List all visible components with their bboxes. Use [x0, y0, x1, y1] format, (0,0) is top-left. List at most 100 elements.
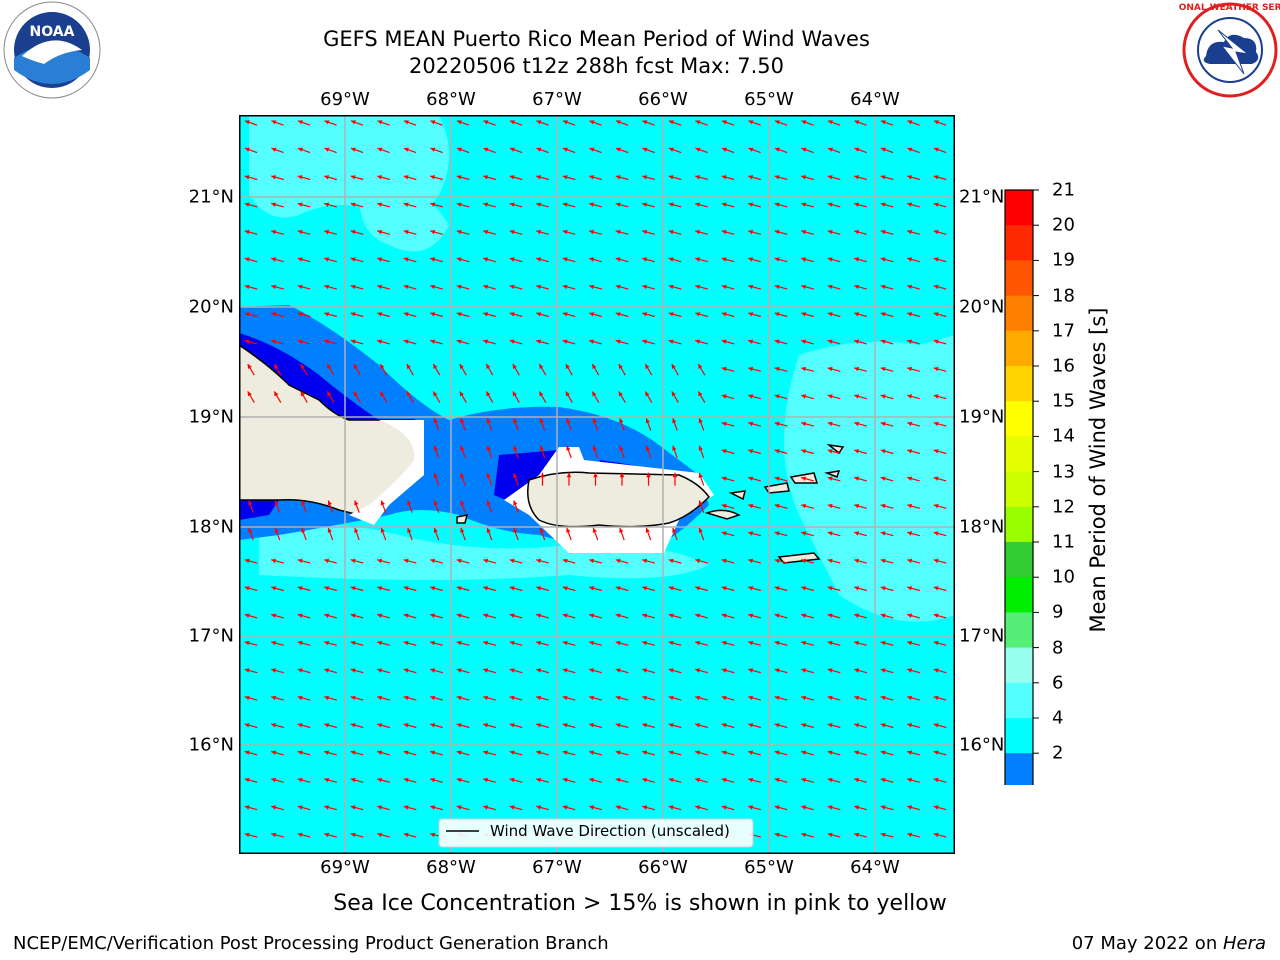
wave-arrow-head [377, 640, 383, 646]
wave-arrow-head [562, 723, 568, 728]
wave-arrow-head [271, 668, 277, 673]
wave-arrow-head [406, 364, 411, 369]
colorbar-tick-label: 18 [1052, 285, 1075, 307]
wave-arrow-head [774, 394, 780, 399]
lon-label-top: 67°W [532, 89, 582, 110]
wave-arrow-head [430, 229, 436, 235]
wave-arrow-head [407, 500, 412, 506]
wave-arrow-head [483, 120, 489, 125]
wave-arrow-head [430, 640, 436, 646]
wave-arrow-head [324, 805, 330, 810]
wave-arrow-head [774, 640, 780, 646]
wave-arrow-head [827, 257, 833, 262]
wave-arrow-head [827, 120, 833, 125]
wave-arrow-head [748, 175, 754, 180]
wave-arrow-head [562, 613, 568, 618]
wave-arrow-head [403, 147, 409, 152]
wave-arrow-head [460, 445, 465, 451]
wave-arrow-head [562, 257, 568, 262]
wave-arrow-head [698, 473, 703, 479]
wave-arrow-head [377, 695, 383, 701]
wave-arrow-head [456, 312, 462, 317]
wave-arrow-head [721, 531, 727, 536]
wave-arrow-head [774, 449, 780, 454]
wave-arrow-head [854, 476, 860, 481]
wave-arrow-head [509, 120, 515, 125]
wave-arrow-head [274, 391, 279, 397]
colorbar-tick-label: 2 [1052, 742, 1064, 764]
wave-arrow-head [403, 284, 409, 290]
wave-arrow-head [483, 723, 489, 728]
wave-arrow-head [880, 421, 886, 427]
wave-arrow-head [721, 476, 727, 481]
wave-arrow-head [403, 120, 409, 125]
wave-arrow-head [566, 445, 571, 451]
wave-arrow-head [350, 777, 356, 783]
wave-arrow-head [827, 640, 833, 646]
wave-arrow-head [907, 421, 913, 427]
wave-arrow-head [642, 175, 648, 180]
wave-arrow-head [403, 229, 409, 235]
wave-arrow-head [456, 284, 462, 290]
wave-arrow-head [748, 120, 754, 125]
wave-arrow-head [907, 147, 913, 152]
wave-arrow-head [430, 339, 436, 344]
wave-arrow-head [297, 202, 303, 207]
wave-arrow-head [854, 366, 860, 372]
wave-arrow-head [801, 613, 807, 618]
wave-arrow-head [695, 120, 701, 125]
wave-arrow-head [933, 175, 939, 180]
lat-label-left: 17°N [188, 625, 234, 647]
wave-arrow-head [430, 120, 436, 125]
wave-arrow-head [933, 476, 939, 481]
wave-arrow-head [271, 777, 277, 783]
wave-arrow-head [324, 586, 330, 591]
wave-arrow-head [907, 558, 913, 564]
wave-arrow-head [907, 175, 913, 180]
wave-arrow-head [827, 312, 833, 317]
wave-arrow-head [695, 750, 701, 755]
wave-arrow-head [589, 558, 595, 564]
wave-arrow-head [509, 312, 515, 317]
wave-arrow-head [774, 421, 780, 427]
wave-arrow-head [297, 147, 303, 152]
wave-arrow-head [566, 527, 571, 533]
wave-arrow-head [907, 339, 913, 344]
wave-arrow-head [327, 364, 332, 369]
wave-arrow-head [430, 312, 436, 317]
wave-arrow-head [642, 695, 648, 701]
wave-arrow-head [615, 668, 621, 673]
wave-arrow-head [642, 339, 648, 344]
wave-arrow-head [671, 364, 676, 369]
wave-arrow-head [933, 503, 939, 509]
wave-arrow-head [907, 832, 913, 838]
wave-arrow-head [645, 391, 650, 397]
wave-arrow-head [668, 257, 674, 262]
wave-arrow-head [827, 366, 833, 372]
wave-arrow-head [854, 175, 860, 180]
colorbar-tick-label: 19 [1052, 249, 1075, 271]
wave-arrow-head [589, 668, 595, 673]
wave-arrow-head [880, 723, 886, 728]
colorbar-tick-label: 8 [1052, 637, 1064, 659]
wave-arrow-head [430, 586, 436, 591]
wave-arrow-head [297, 750, 303, 755]
wave-arrow-head [483, 586, 489, 591]
colorbar-segment [1005, 366, 1033, 402]
wave-arrow-head [483, 339, 489, 344]
wave-arrow-head [403, 750, 409, 755]
wave-arrow-head [377, 777, 383, 783]
wave-arrow-head [721, 339, 727, 344]
wave-arrow-head [880, 284, 886, 290]
wave-arrow-head [562, 777, 568, 783]
wave-arrow-head [827, 503, 833, 509]
wave-arrow-head [774, 695, 780, 701]
wave-arrow-head [301, 500, 306, 506]
wave-arrow-head [271, 147, 277, 152]
wave-arrow-head [301, 527, 306, 533]
wave-arrow-head [536, 750, 542, 755]
lon-label-bottom: 69°W [320, 857, 370, 878]
sea-ice-note: Sea Ice Concentration > 15% is shown in … [333, 891, 947, 916]
white-mask-hispaniola [349, 420, 424, 525]
colorbar [1004, 189, 1039, 785]
